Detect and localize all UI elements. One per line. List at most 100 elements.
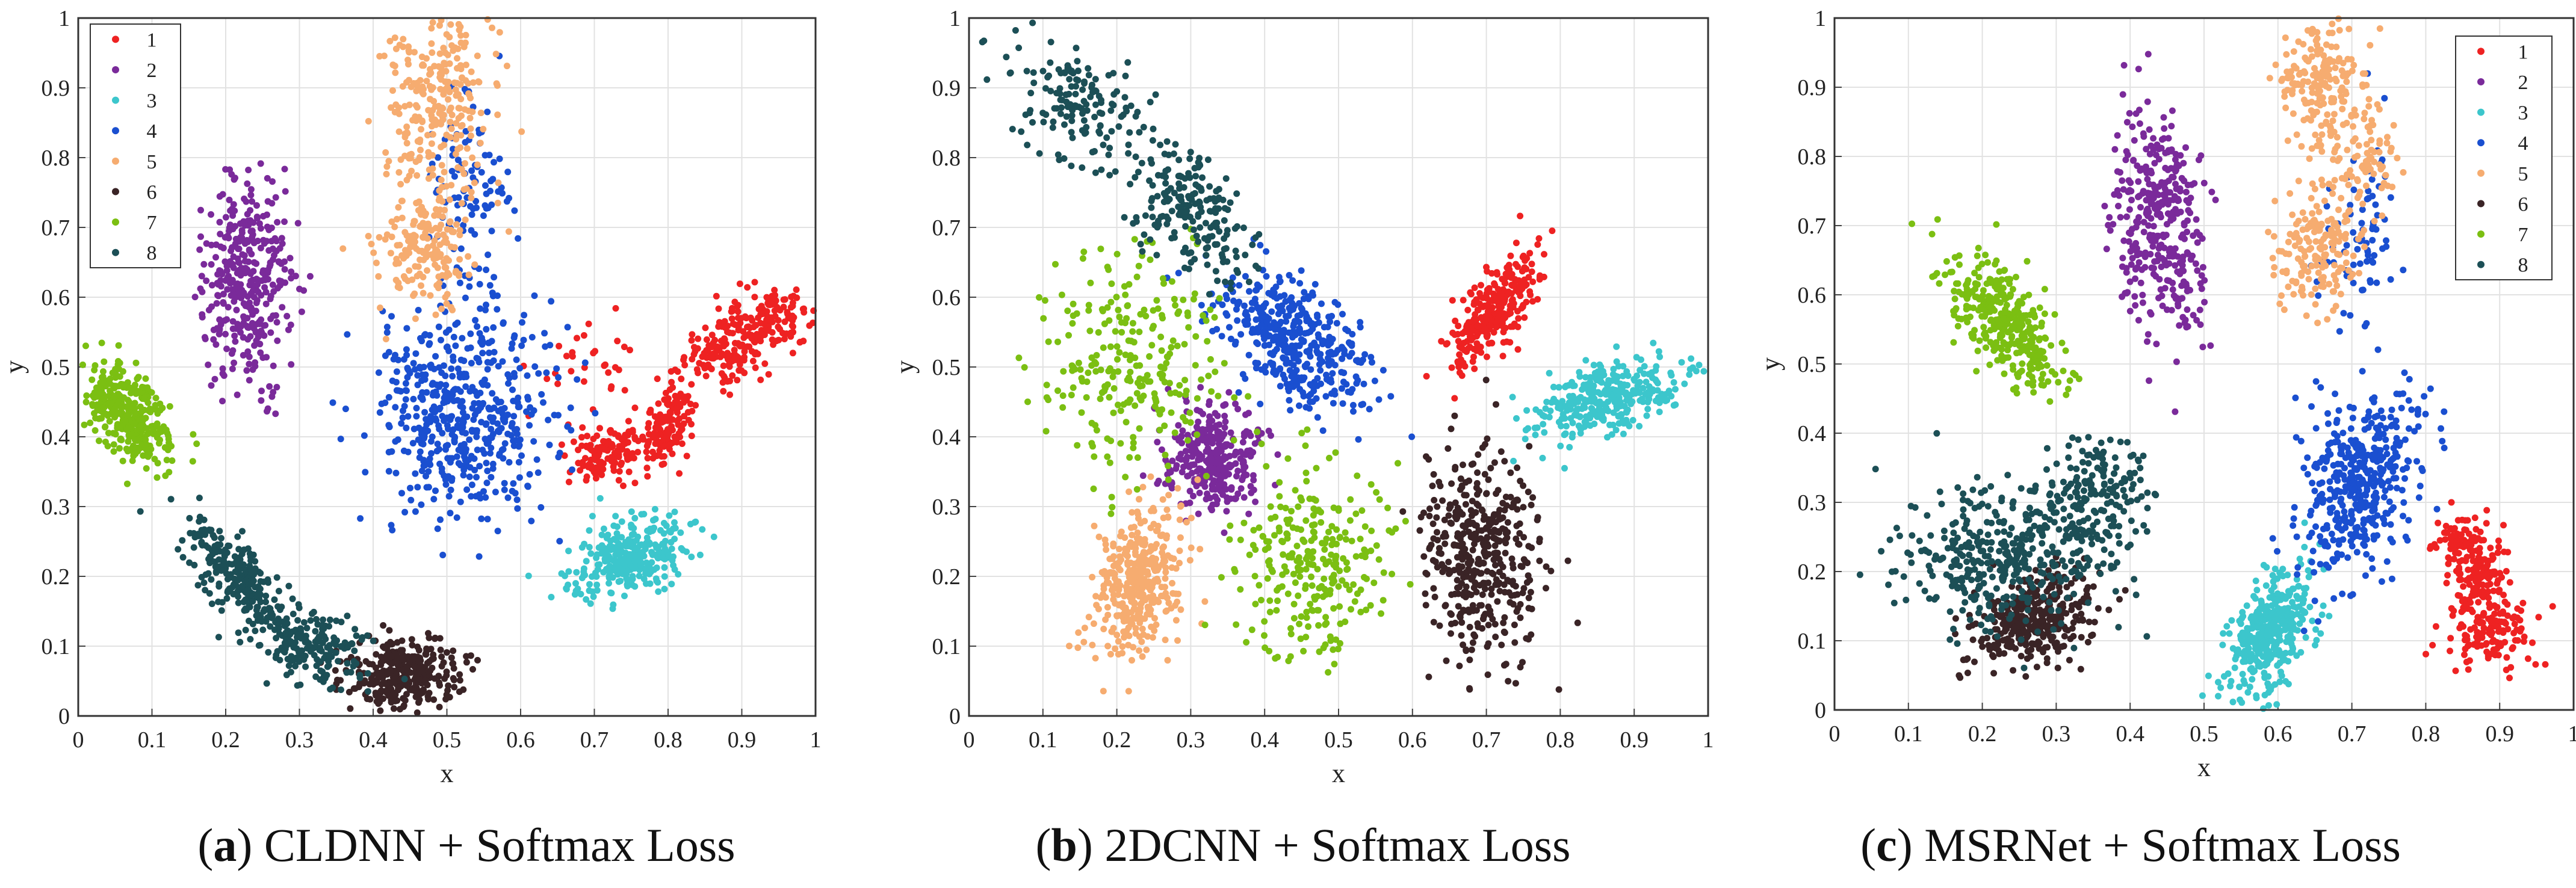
point bbox=[1252, 498, 1259, 505]
point bbox=[596, 495, 604, 502]
point bbox=[262, 322, 269, 329]
x-tick-label: 0.4 bbox=[359, 727, 388, 753]
point bbox=[1613, 405, 1620, 412]
y-tick-label: 0.1 bbox=[42, 634, 70, 659]
legend-marker bbox=[112, 35, 119, 43]
point bbox=[513, 496, 521, 504]
point bbox=[124, 448, 131, 455]
point bbox=[425, 223, 432, 229]
point bbox=[107, 387, 114, 395]
point bbox=[272, 312, 279, 319]
point bbox=[621, 560, 628, 567]
point bbox=[478, 379, 486, 386]
point bbox=[1183, 461, 1190, 469]
point bbox=[380, 657, 387, 664]
point bbox=[669, 450, 676, 457]
point bbox=[200, 516, 208, 523]
point bbox=[439, 198, 446, 205]
point bbox=[276, 631, 283, 638]
point bbox=[124, 396, 131, 404]
point bbox=[1611, 396, 1618, 404]
point bbox=[327, 647, 335, 655]
point bbox=[631, 583, 639, 590]
x-tick-label: 0.7 bbox=[580, 727, 609, 753]
point bbox=[486, 282, 494, 289]
point bbox=[471, 411, 478, 418]
point bbox=[1263, 273, 1270, 280]
point bbox=[1242, 411, 1249, 418]
point bbox=[1190, 446, 1197, 453]
point bbox=[479, 350, 486, 357]
point bbox=[262, 593, 270, 599]
point bbox=[131, 387, 138, 394]
point bbox=[326, 616, 333, 623]
point bbox=[460, 686, 467, 693]
point bbox=[1330, 399, 1337, 407]
point bbox=[218, 535, 224, 542]
point bbox=[249, 198, 256, 205]
point bbox=[598, 458, 605, 466]
point bbox=[1154, 439, 1161, 446]
point bbox=[389, 87, 396, 94]
point bbox=[1310, 387, 1317, 395]
point bbox=[280, 647, 287, 655]
point bbox=[373, 259, 380, 267]
point bbox=[455, 270, 462, 277]
point bbox=[222, 214, 229, 221]
point bbox=[1304, 360, 1311, 368]
point bbox=[1646, 383, 1653, 390]
point bbox=[376, 694, 383, 701]
point bbox=[453, 221, 460, 228]
point bbox=[546, 442, 553, 448]
point bbox=[628, 508, 635, 515]
point bbox=[392, 101, 400, 108]
point bbox=[238, 229, 246, 236]
point bbox=[1228, 484, 1235, 491]
point bbox=[1221, 529, 1228, 536]
point bbox=[285, 662, 293, 669]
point bbox=[434, 440, 441, 448]
point bbox=[1119, 643, 1126, 650]
point bbox=[449, 306, 456, 313]
point bbox=[253, 300, 260, 306]
point bbox=[1522, 427, 1529, 434]
point bbox=[1174, 485, 1181, 492]
point bbox=[247, 217, 254, 224]
point bbox=[468, 194, 475, 202]
point bbox=[462, 294, 469, 301]
point bbox=[440, 231, 447, 238]
point bbox=[1340, 378, 1347, 386]
point bbox=[500, 417, 507, 424]
point bbox=[446, 196, 453, 203]
point bbox=[462, 446, 469, 453]
point bbox=[415, 656, 422, 664]
point bbox=[512, 437, 519, 444]
point bbox=[208, 600, 215, 608]
point bbox=[1237, 331, 1245, 338]
point bbox=[654, 550, 661, 558]
point bbox=[430, 696, 438, 703]
point bbox=[438, 162, 445, 169]
point bbox=[465, 253, 472, 260]
point bbox=[1186, 557, 1194, 564]
point bbox=[800, 338, 807, 345]
point bbox=[365, 118, 372, 125]
point bbox=[491, 159, 497, 166]
point bbox=[1224, 312, 1231, 319]
point bbox=[394, 436, 401, 443]
legend-marker bbox=[112, 218, 119, 226]
point bbox=[395, 204, 402, 211]
point bbox=[1163, 506, 1171, 513]
point bbox=[1483, 353, 1490, 360]
point bbox=[395, 128, 403, 135]
point bbox=[447, 104, 454, 111]
point bbox=[1590, 362, 1597, 369]
y-axis-label: y bbox=[0, 360, 29, 374]
point bbox=[252, 359, 259, 366]
point bbox=[451, 173, 458, 180]
point bbox=[1506, 266, 1513, 273]
point bbox=[448, 365, 455, 372]
point bbox=[387, 250, 394, 257]
point bbox=[424, 132, 431, 139]
